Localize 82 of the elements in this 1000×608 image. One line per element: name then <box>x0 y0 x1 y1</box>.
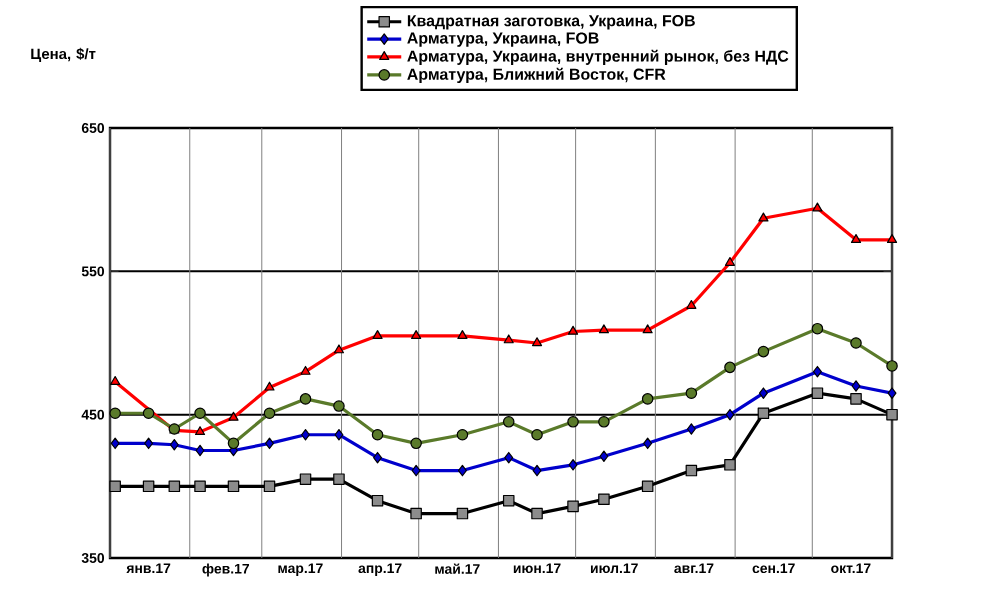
point <box>724 459 736 471</box>
point <box>567 500 579 513</box>
point <box>642 324 653 334</box>
point <box>299 393 312 405</box>
point <box>503 334 514 344</box>
point <box>531 428 543 441</box>
point <box>504 451 514 464</box>
point <box>168 480 181 493</box>
point <box>142 407 155 420</box>
point <box>263 407 276 420</box>
point <box>567 325 579 335</box>
point <box>599 450 609 463</box>
point <box>194 480 206 493</box>
point <box>757 345 770 358</box>
point <box>811 322 824 335</box>
point <box>757 407 770 420</box>
point <box>812 365 822 378</box>
point <box>411 464 421 477</box>
point <box>725 408 735 421</box>
point <box>334 428 344 441</box>
point <box>110 437 120 450</box>
point <box>850 393 862 405</box>
point <box>850 337 862 349</box>
point <box>685 464 698 477</box>
point <box>851 380 861 392</box>
point <box>811 387 824 399</box>
point <box>886 360 898 372</box>
point <box>502 494 515 507</box>
point <box>598 324 609 334</box>
point <box>567 416 579 428</box>
point <box>227 437 240 450</box>
point <box>410 507 422 520</box>
point <box>598 416 610 428</box>
point <box>263 480 276 493</box>
point <box>457 330 468 340</box>
point <box>724 256 736 266</box>
point <box>643 437 653 450</box>
point <box>110 375 121 385</box>
point <box>373 451 383 464</box>
point <box>532 464 542 477</box>
point <box>531 507 543 520</box>
point <box>686 299 697 309</box>
point <box>724 361 736 374</box>
point <box>300 365 311 375</box>
point <box>169 438 179 451</box>
point <box>109 480 121 493</box>
point <box>686 423 696 435</box>
point <box>887 387 897 399</box>
point <box>228 411 239 421</box>
point <box>227 480 240 493</box>
point <box>641 480 654 493</box>
point <box>333 473 345 485</box>
point <box>142 480 155 493</box>
point <box>195 444 205 457</box>
point <box>411 330 422 340</box>
point <box>641 393 654 405</box>
point <box>333 344 345 354</box>
point <box>372 330 383 340</box>
point <box>109 407 121 420</box>
point <box>850 234 862 243</box>
point <box>194 426 206 436</box>
point <box>456 507 469 520</box>
point <box>457 464 467 477</box>
point <box>264 381 275 391</box>
point <box>194 407 206 420</box>
point <box>568 459 578 471</box>
point <box>410 437 422 450</box>
point <box>456 428 469 441</box>
point <box>685 387 698 399</box>
point <box>886 234 898 243</box>
point <box>598 493 610 506</box>
point <box>371 428 384 441</box>
point <box>371 494 384 507</box>
point <box>144 437 154 450</box>
point <box>502 416 515 428</box>
point <box>812 202 823 212</box>
point <box>758 212 769 222</box>
point <box>531 337 543 347</box>
point <box>333 400 345 412</box>
point <box>758 387 768 399</box>
point <box>886 408 898 421</box>
point <box>299 473 312 485</box>
